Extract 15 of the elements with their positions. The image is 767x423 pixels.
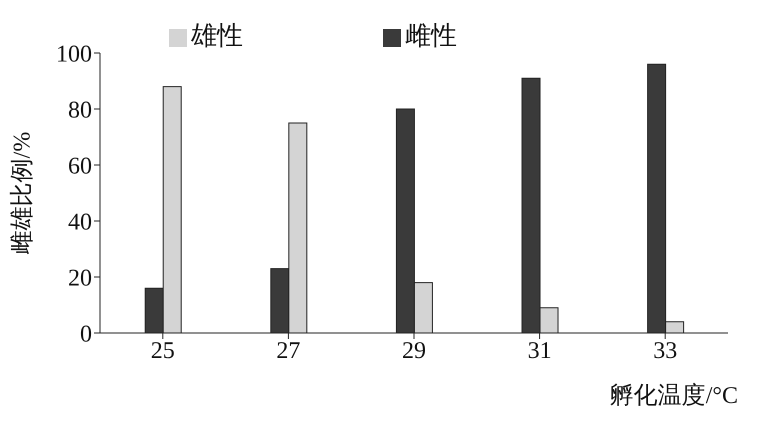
y-tick-label: 80 — [68, 98, 92, 124]
x-tick-label: 25 — [150, 338, 175, 364]
x-tick-label: 31 — [528, 338, 552, 364]
x-tick-label: 33 — [653, 338, 678, 364]
legend-label: 雄性 — [191, 21, 243, 50]
y-tick-label: 0 — [80, 322, 92, 348]
y-tick-label: 60 — [68, 154, 92, 180]
x-tick-label: 29 — [402, 338, 426, 364]
x-axis-title: 孵化温度/°C — [610, 382, 738, 411]
y-tick-label: 40 — [68, 210, 92, 236]
x-tick-label: 27 — [276, 338, 300, 364]
y-tick-label: 100 — [56, 42, 92, 68]
y-axis-title: 雌雄比例/% — [10, 132, 36, 254]
legend-label: 雌性 — [405, 21, 457, 50]
y-tick-label: 20 — [68, 266, 92, 292]
